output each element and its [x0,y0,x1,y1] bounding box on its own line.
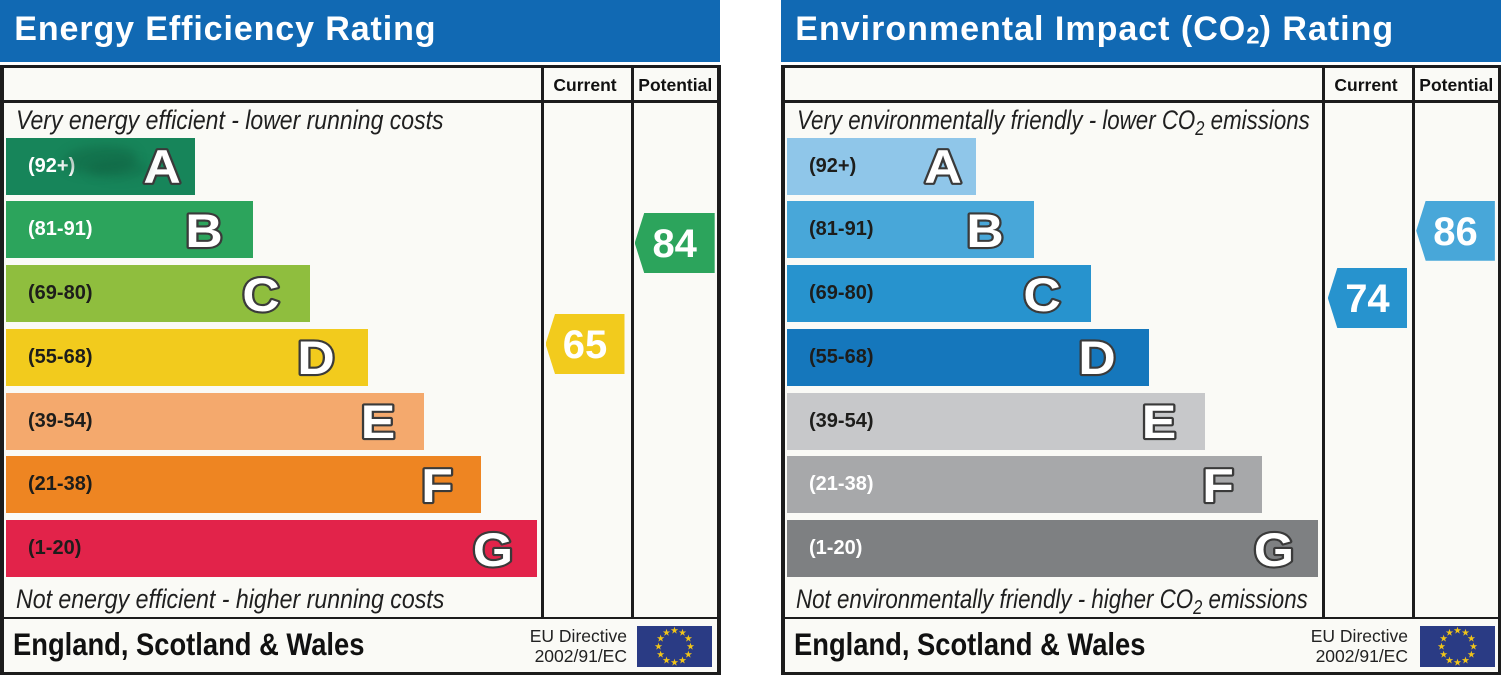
svg-text:D: D [297,332,334,384]
svg-text:F: F [1202,460,1234,512]
svg-text:C: C [1023,269,1060,321]
svg-text:F: F [421,460,453,512]
svg-text:B: B [966,205,1003,257]
svg-text:D: D [1078,332,1115,384]
svg-text:A: A [143,141,180,193]
svg-text:G: G [1254,524,1294,576]
svg-text:G: G [473,524,513,576]
svg-text:B: B [185,205,222,257]
svg-text:C: C [242,269,279,321]
svg-text:E: E [1141,396,1175,448]
svg-text:A: A [924,141,961,193]
svg-text:E: E [360,396,394,448]
